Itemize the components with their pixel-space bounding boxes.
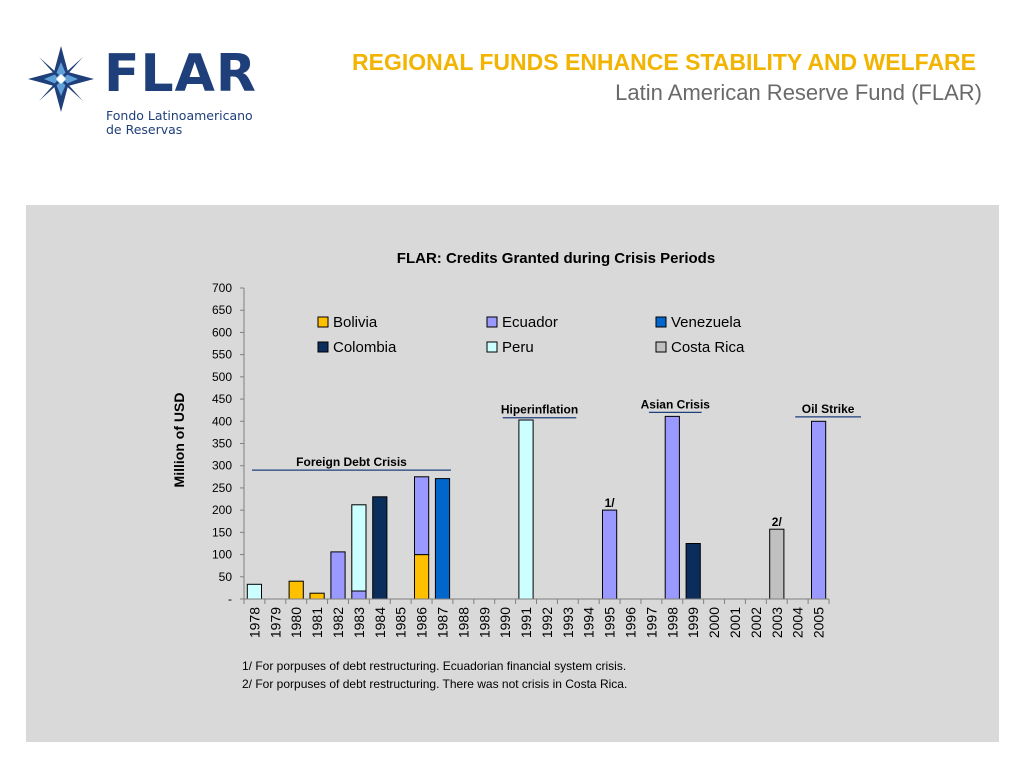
x-tick-label: 2003 [769,607,785,638]
bar-ecuador-1983 [351,590,367,600]
x-tick-label: 1984 [372,607,388,638]
footnote-1: 1/ For porpuses of debt restructuring. E… [242,659,627,673]
legend-swatch-colombia [317,341,329,353]
bar-ecuador-2005 [811,420,827,600]
y-axis-label: Million of USD [171,393,187,488]
annotation-label: Foreign Debt Crisis [296,455,407,469]
x-tick-label: 1989 [476,607,492,638]
x-tick-label: 1993 [560,607,576,638]
bar-ecuador-1982 [330,551,346,600]
legend-label-costa-rica: Costa Rica [671,339,745,356]
legend-swatch-bolivia [317,316,329,328]
x-tick-label: 1985 [393,607,409,638]
bar-venezuela-1987 [434,478,451,600]
y-tick-label: 550 [212,348,232,362]
bars-layer [246,415,827,600]
bar-note-label: 1/ [605,496,616,510]
y-tick-label: 350 [212,437,232,451]
chart-legend: Bolivia Colombia Ecuador Peru Venezuela Costa… [317,314,745,356]
footnotes: 1/ For porpuses of debt restructuring. E… [242,657,627,693]
annotations-layer: Foreign Debt Crisis Hiperinflation Asian C… [252,397,861,529]
legend-swatch-peru [486,341,498,353]
x-tick-label: 1988 [455,607,471,638]
bar-colombia-1999 [685,543,701,600]
x-tick-label: 1994 [581,607,597,638]
legend-label-peru: Peru [502,339,534,356]
x-tick-label: 1992 [539,607,555,638]
chart-title: FLAR: Credits Granted during Crisis Peri… [397,250,715,267]
bar-colombia-1984 [372,496,388,600]
x-tick-label: 1996 [623,607,639,638]
flar-logo: FLAR Fondo Latinoamericano de Reservas [26,42,266,142]
x-tick-label: 1990 [497,607,513,638]
x-tick-label: 1980 [288,607,304,638]
bar-bolivia-1981 [309,592,325,600]
x-tick-label: 1995 [602,607,618,638]
star-icon [28,46,94,112]
bar-peru-1991 [518,419,534,600]
y-tick-label: 50 [219,570,233,584]
y-tick-label: 200 [212,503,232,517]
bar-chart: FLAR: Credits Granted during Crisis Peri… [171,250,861,638]
legend-label-bolivia: Bolivia [333,314,378,331]
legend-swatch-venezuela [655,316,667,328]
bar-ecuador-1998 [664,415,680,600]
y-tick-label: 250 [212,481,232,495]
x-tick-label: 1998 [664,607,680,638]
bar-ecuador-1995 [602,509,618,600]
annotation-label: Hiperinflation [501,403,578,417]
page-subtitle: Latin American Reserve Fund (FLAR) [615,80,982,105]
bar-ecuador-1986 [414,476,430,556]
legend-label-ecuador: Ecuador [502,314,558,331]
x-tick-label: 2005 [811,607,827,638]
bar-note-label: 2/ [772,515,783,529]
y-tick-label: 450 [212,392,232,406]
x-tick-label: 1982 [330,607,346,638]
legend-swatch-costa-rica [655,341,667,353]
x-tick-label: 1979 [267,607,283,638]
y-tick-label: 300 [212,459,232,473]
x-tick-label: 2000 [706,607,722,638]
chart-panel: FLAR: Credits Granted during Crisis Peri… [26,205,999,742]
x-tick-label: 1987 [435,607,451,638]
page-title: REGIONAL FUNDS ENHANCE STABILITY AND WEL… [352,49,976,75]
logo-wordmark: FLAR [104,44,257,104]
annotation-label: Asian Crisis [641,397,711,411]
x-tick-label: 2002 [748,607,764,638]
y-tick-label: 400 [212,414,232,428]
logo-subtitle-line-1: Fondo Latinoamericano [106,108,253,123]
axes-layer: - 50 100 150 200 250 300 350 400 450 500 550 600 650 7… [212,281,830,638]
footnote-2: 2/ For porpuses of debt restructuring. T… [242,677,628,691]
y-tick-label: 150 [212,525,232,539]
bar-bolivia-1986 [414,554,430,600]
legend-label-colombia: Colombia [333,339,397,356]
logo-subtitle-line-2: de Reservas [106,122,183,137]
x-tick-label: 1983 [351,607,367,638]
legend-label-venezuela: Venezuela [671,314,742,331]
legend-swatch-ecuador [486,316,498,328]
bar-peru-1978 [246,583,263,600]
x-tick-label: 1981 [309,607,325,638]
bar-costa-rica-2003 [769,528,785,600]
x-tick-label: 1997 [643,607,659,638]
y-tick-label: 600 [212,325,232,339]
logo-subtitle: Fondo Latinoamericano de Reservas [106,109,253,137]
y-tick-label: - [228,592,232,606]
x-tick-label: 1978 [246,607,262,638]
y-tick-label: 700 [212,281,232,295]
x-tick-label: 1986 [414,607,430,638]
y-tick-label: 100 [212,548,232,562]
x-tick-label: 2001 [727,607,743,638]
x-tick-label: 1991 [518,607,534,638]
x-tick-label: 1999 [685,607,701,638]
x-tick-label: 2004 [790,607,806,638]
y-tick-label: 500 [212,370,232,384]
bar-bolivia-1980 [288,580,304,600]
bar-peru-1983 [351,504,367,592]
annotation-label: Oil Strike [802,402,855,416]
y-tick-label: 650 [212,303,232,317]
